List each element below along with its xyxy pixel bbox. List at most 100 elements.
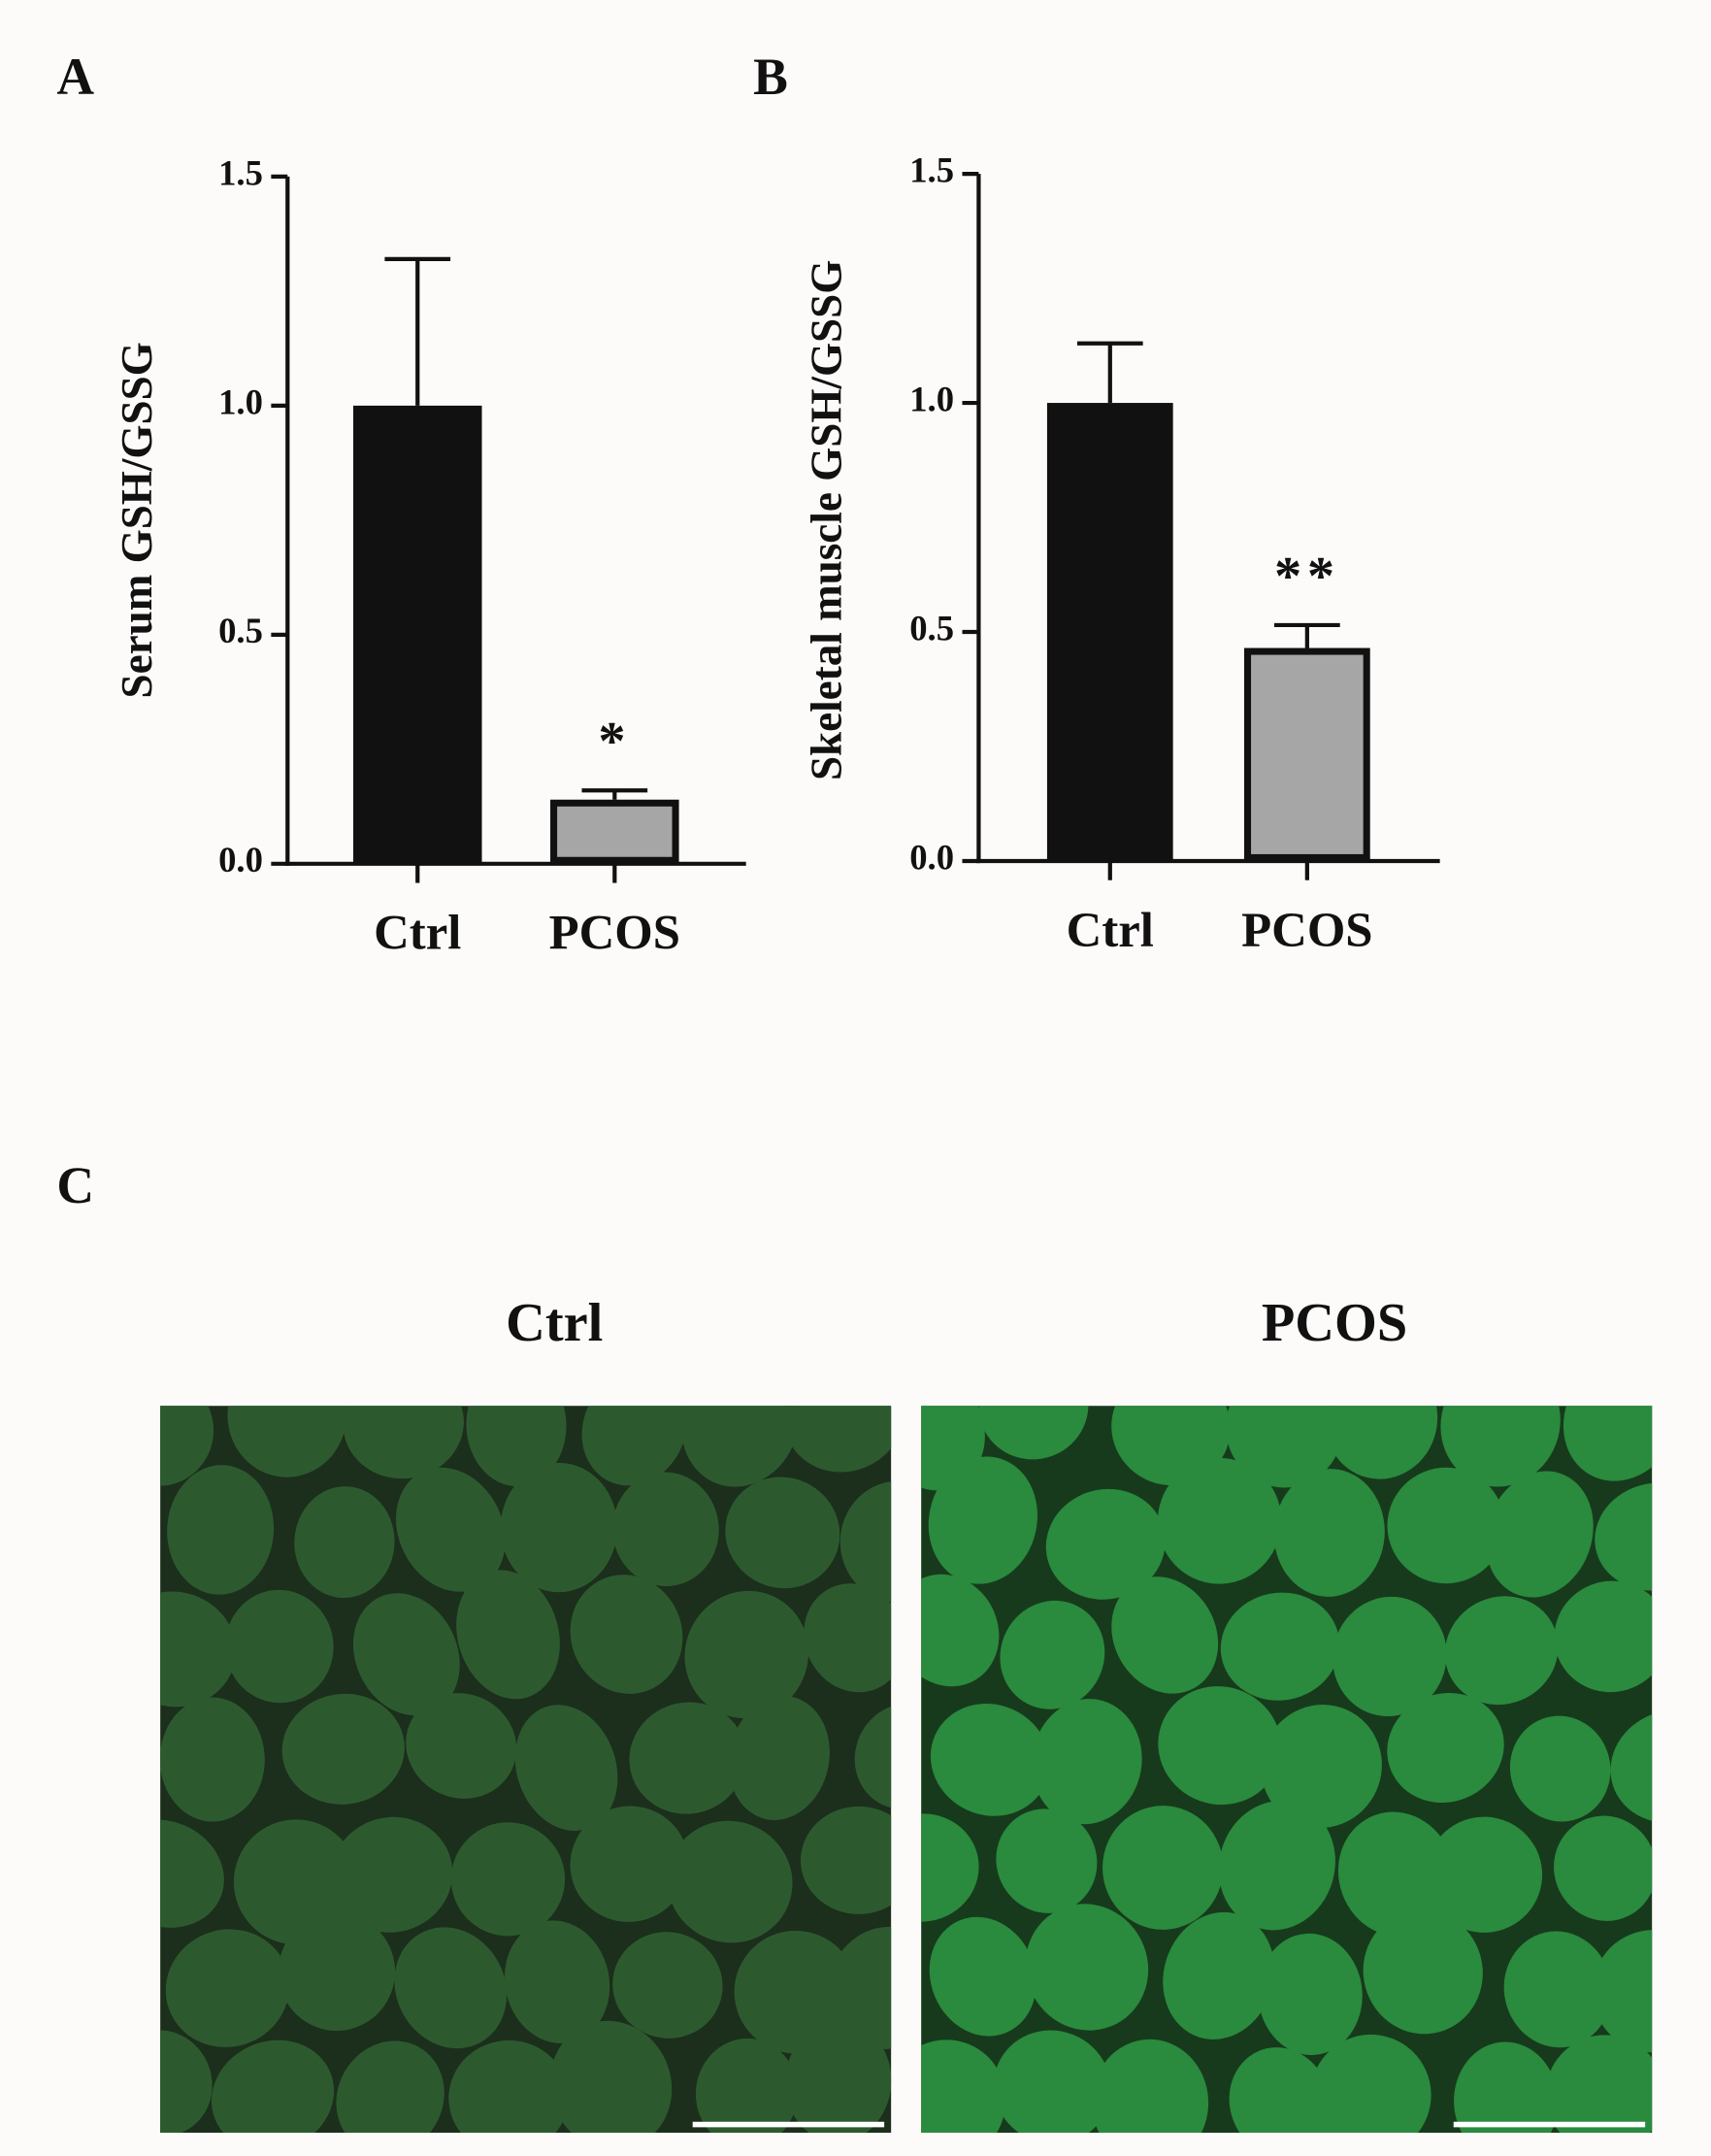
muscle-fiber xyxy=(684,1590,809,1719)
bar xyxy=(1243,647,1370,861)
muscle-fiber xyxy=(549,2020,673,2134)
muscle-fiber xyxy=(612,1472,719,1587)
muscle-fiber xyxy=(667,1820,793,1943)
muscle-fiber xyxy=(1363,1909,1483,2035)
x-tick-label: Ctrl xyxy=(1067,903,1154,957)
muscle-fiber xyxy=(612,1932,723,2039)
y-tick-label: 1.5 xyxy=(218,152,263,192)
muscle-fiber xyxy=(828,1926,892,2049)
micrograph xyxy=(160,1406,892,2134)
muscle-fiber xyxy=(1337,1811,1455,1938)
muscle-fiber xyxy=(233,1819,359,1945)
muscle-fiber xyxy=(928,1456,1037,1584)
muscle-fiber xyxy=(343,1406,464,1479)
muscle-fiber xyxy=(1333,1596,1447,1717)
muscle-fiber xyxy=(294,1486,395,1599)
muscle-fiber xyxy=(1261,1705,1382,1829)
x-tick-label: PCOS xyxy=(1241,903,1372,957)
muscle-fiber xyxy=(500,1462,618,1593)
muscle-fiber xyxy=(1111,1406,1231,1486)
x-tick-label: Ctrl xyxy=(374,906,461,960)
muscle-fiber xyxy=(783,1406,892,1473)
image-title: PCOS xyxy=(1262,1293,1407,1353)
muscle-fiber xyxy=(839,1480,892,1603)
muscle-fiber xyxy=(1158,1686,1282,1806)
muscle-fiber xyxy=(854,1703,892,1809)
muscle-fiber xyxy=(785,2020,892,2134)
muscle-fiber xyxy=(1595,1482,1653,1591)
muscle-fiber xyxy=(1025,1904,1149,2031)
muscle-fiber xyxy=(570,1806,689,1922)
muscle-fiber xyxy=(1610,1709,1653,1823)
muscle-fiber xyxy=(1509,1715,1611,1822)
panel-label: C xyxy=(56,1156,94,1214)
cells xyxy=(160,1406,892,2134)
muscle-fiber xyxy=(1387,1692,1504,1804)
muscle-fiber xyxy=(1111,1576,1219,1694)
bar xyxy=(352,405,482,864)
muscle-fiber xyxy=(725,1476,840,1589)
muscle-fiber xyxy=(1426,1816,1543,1933)
muscle-fiber xyxy=(629,1702,746,1814)
muscle-fiber xyxy=(581,1406,687,1486)
muscle-fiber xyxy=(1592,1930,1653,2053)
panel-label: A xyxy=(56,48,94,106)
y-tick-label: 0.0 xyxy=(218,840,263,879)
muscle-fiber xyxy=(1220,1592,1340,1701)
muscle-fiber xyxy=(514,1705,618,1832)
image-title: Ctrl xyxy=(506,1293,603,1353)
muscle-fiber xyxy=(165,1929,290,2047)
muscle-fiber xyxy=(804,1583,892,1693)
significance-mark: * xyxy=(598,712,631,772)
muscle-fiber xyxy=(800,1806,892,1914)
muscle-fiber xyxy=(1444,1596,1559,1706)
muscle-fiber xyxy=(1273,1469,1385,1597)
muscle-fiber xyxy=(1554,1580,1653,1693)
bar xyxy=(1046,403,1173,861)
muscle-fiber xyxy=(921,1406,985,1491)
muscle-fiber xyxy=(978,1406,1089,1460)
muscle-fiber xyxy=(281,1693,405,1805)
panel-label: B xyxy=(753,48,788,106)
muscle-fiber xyxy=(1485,1471,1594,1598)
muscle-fiber xyxy=(1454,2041,1559,2134)
muscle-fiber xyxy=(993,2030,1111,2134)
muscle-fiber xyxy=(1229,2047,1331,2134)
muscle-fiber xyxy=(1226,1406,1343,1488)
muscle-fiber xyxy=(1387,1467,1505,1584)
muscle-fiber xyxy=(406,1693,517,1799)
y-axis-label: Serum GSH/GSSG xyxy=(113,342,161,698)
muscle-fiber xyxy=(929,1916,1036,2037)
muscle-fiber xyxy=(450,1822,566,1937)
bar xyxy=(550,799,679,864)
muscle-fiber xyxy=(1157,1457,1282,1584)
muscle-fiber xyxy=(681,1406,799,1487)
muscle-fiber xyxy=(330,1816,453,1933)
muscle-fiber xyxy=(211,2040,335,2134)
muscle-fiber xyxy=(504,1920,610,2044)
muscle-fiber xyxy=(921,2040,1006,2134)
y-tick-label: 1.0 xyxy=(909,379,954,418)
muscle-fiber xyxy=(278,1912,396,2032)
muscle-fiber xyxy=(1045,1488,1166,1600)
muscle-fiber xyxy=(996,1808,1098,1913)
muscle-fiber xyxy=(1163,1911,1275,2040)
muscle-fiber xyxy=(570,1575,683,1694)
muscle-fiber xyxy=(1310,2034,1431,2134)
muscle-fiber xyxy=(1503,1931,1612,2048)
muscle-fiber xyxy=(1218,1801,1335,1931)
muscle-fiber xyxy=(396,1467,506,1592)
muscle-fiber xyxy=(336,2040,444,2134)
muscle-fiber xyxy=(225,1589,334,1704)
muscle-fiber xyxy=(1032,1699,1142,1825)
muscle-fiber xyxy=(1091,2039,1209,2134)
muscle-fiber xyxy=(160,1819,224,1928)
muscle-fiber xyxy=(160,2030,213,2134)
y-tick-label: 0.5 xyxy=(218,611,263,650)
muscle-fiber xyxy=(921,1813,979,1922)
micrograph xyxy=(921,1406,1653,2134)
muscle-fiber xyxy=(695,2038,798,2134)
muscle-fiber xyxy=(1000,1600,1105,1709)
muscle-fiber xyxy=(921,1574,1000,1687)
